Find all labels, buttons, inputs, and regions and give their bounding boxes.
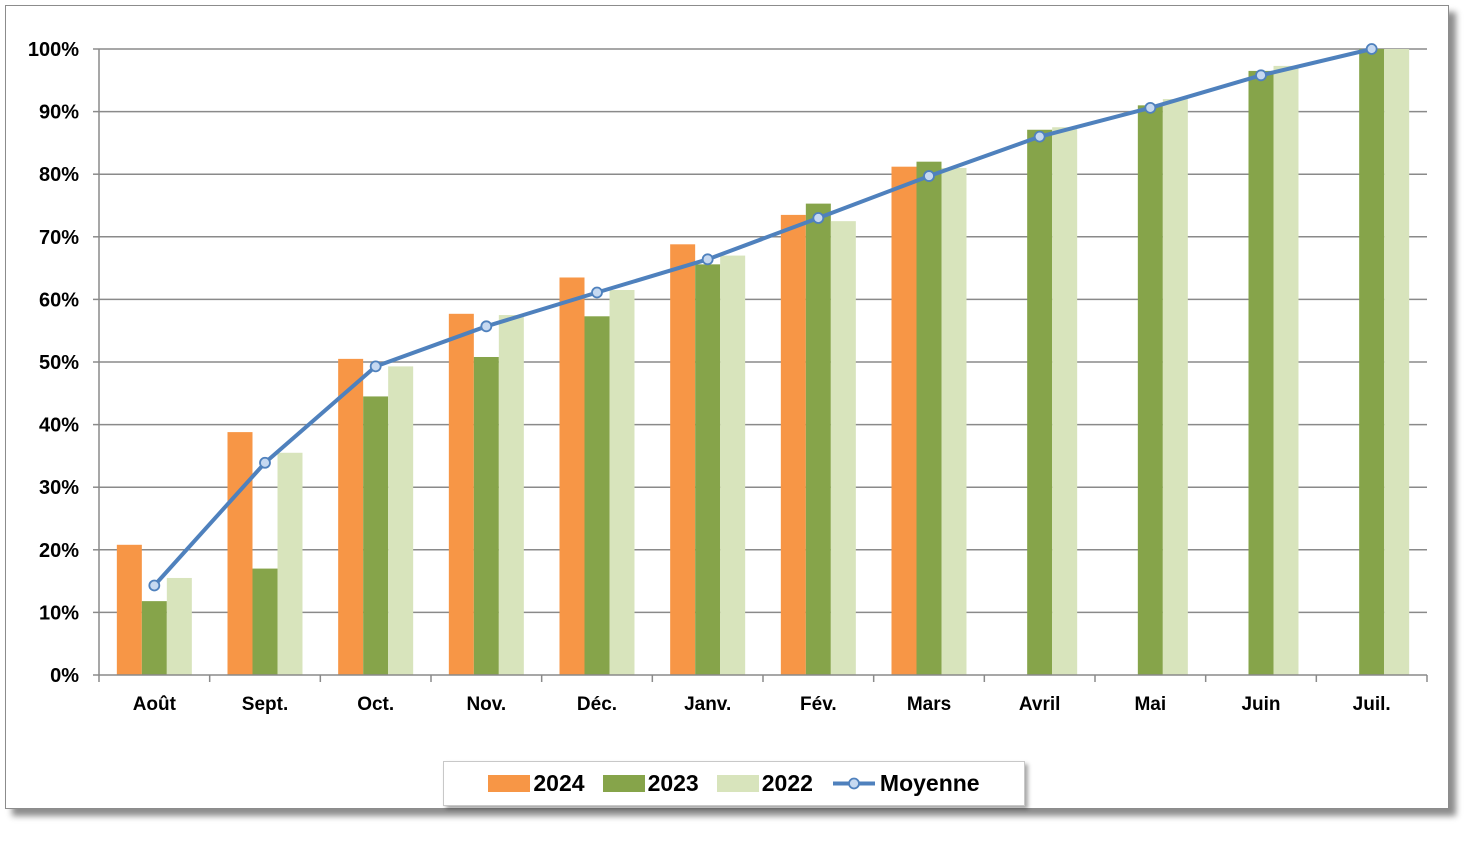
legend-swatch (716, 775, 759, 792)
bar-2023 (916, 161, 942, 675)
legend-label: Moyenne (879, 770, 980, 796)
legend-item-2022: 2022 (716, 770, 813, 797)
x-tick-label: Mai (1134, 694, 1166, 715)
x-tick-label: Mars (907, 694, 951, 715)
bar-2022 (1052, 127, 1078, 675)
x-tick-label: Oct. (357, 694, 394, 715)
legend-swatch (602, 775, 645, 792)
line-point-Moyenne (1033, 130, 1046, 143)
legend-label: 2023 (647, 770, 699, 796)
legend-swatch (488, 775, 531, 792)
legend-item-2023: 2023 (602, 770, 699, 797)
y-tick-label: 50% (39, 352, 79, 374)
y-tick-label: 20% (39, 540, 79, 562)
x-tick-label: Déc. (577, 694, 617, 715)
y-tick-label: 0% (50, 665, 79, 687)
bar-2023 (1027, 129, 1053, 675)
bar-2023 (252, 568, 278, 675)
legend-label: 2022 (761, 770, 813, 796)
line-point-Moyenne (369, 360, 382, 373)
y-tick-label: 40% (39, 415, 79, 437)
bar-2022 (941, 167, 967, 675)
bar-2024 (891, 166, 917, 676)
line-point-Moyenne (701, 253, 714, 266)
chart-plot: 0% 10% 20% 30% 40% 50% 60% 70% 80% 90% 100% Août Sep… (28, 39, 1428, 715)
line-point-Moyenne (1365, 43, 1378, 55)
bar-2022 (388, 366, 414, 675)
bar-2023 (695, 264, 721, 675)
bar-2024 (670, 244, 696, 675)
bar-2022 (830, 221, 856, 675)
bar-2024 (116, 544, 142, 675)
bar-2023 (1137, 105, 1163, 676)
x-tick-label: Sept. (242, 694, 288, 715)
x-tick-label: Janv. (684, 694, 731, 715)
y-tick-label: 10% (39, 602, 79, 624)
bar-2023 (805, 203, 831, 675)
line-point-Moyenne (1255, 69, 1267, 82)
bar-2022 (720, 255, 746, 675)
bar-2022 (1273, 65, 1299, 676)
y-tick-label: 90% (39, 102, 79, 124)
bar-2023 (1359, 49, 1385, 675)
x-tick-label: Juin (1241, 694, 1280, 715)
legend-item-2024: 2024 (488, 770, 585, 797)
y-tick-label: 70% (39, 227, 79, 249)
legend-line-marker (832, 777, 875, 790)
bar-2024 (227, 432, 253, 675)
chart-frame: 0% 10% 20% 30% 40% 50% 60% 70% 80% 90% 100% Août Sep… (5, 5, 1449, 809)
y-tick-label: 80% (39, 164, 79, 186)
bar-2024 (780, 214, 806, 675)
x-tick-label: Avril (1019, 694, 1061, 715)
y-tick-label: 30% (39, 477, 79, 499)
bar-2023 (1248, 70, 1274, 675)
x-tick-label: Nov. (466, 694, 506, 715)
line-point-Moyenne (812, 212, 825, 224)
bar-2023 (584, 316, 610, 675)
bar-2022 (1384, 49, 1410, 675)
y-tick-label: 60% (39, 289, 79, 311)
legend-item-Moyenne: Moyenne (831, 770, 980, 797)
line-point-Moyenne (1144, 101, 1157, 114)
x-tick-label: Juil. (1353, 694, 1391, 715)
line-point-Moyenne (148, 579, 161, 592)
line-point-Moyenne (259, 456, 271, 469)
bar-2024 (559, 277, 585, 675)
bar-2022 (277, 452, 303, 675)
line-point-Moyenne (591, 286, 603, 299)
line-Moyenne (152, 47, 1373, 587)
legend-label: 2024 (533, 770, 585, 796)
chart-legend: 2024 2023 2022 Moyenne (443, 761, 1025, 806)
y-tick-label: 100% (28, 39, 79, 61)
line-point-Moyenne (923, 170, 935, 182)
x-tick-label: Fév. (800, 694, 837, 715)
x-tick-label: Août (133, 694, 177, 715)
bar-2024 (448, 313, 474, 675)
bar-2023 (141, 601, 167, 675)
line-point-Moyenne (480, 320, 493, 333)
bar-2023 (363, 396, 389, 675)
bar-2022 (166, 577, 192, 675)
bar-2023 (473, 356, 499, 675)
bar-2024 (338, 358, 364, 675)
bar-2022 (609, 290, 635, 675)
bar-2022 (498, 315, 524, 675)
bar-2022 (1162, 99, 1188, 675)
